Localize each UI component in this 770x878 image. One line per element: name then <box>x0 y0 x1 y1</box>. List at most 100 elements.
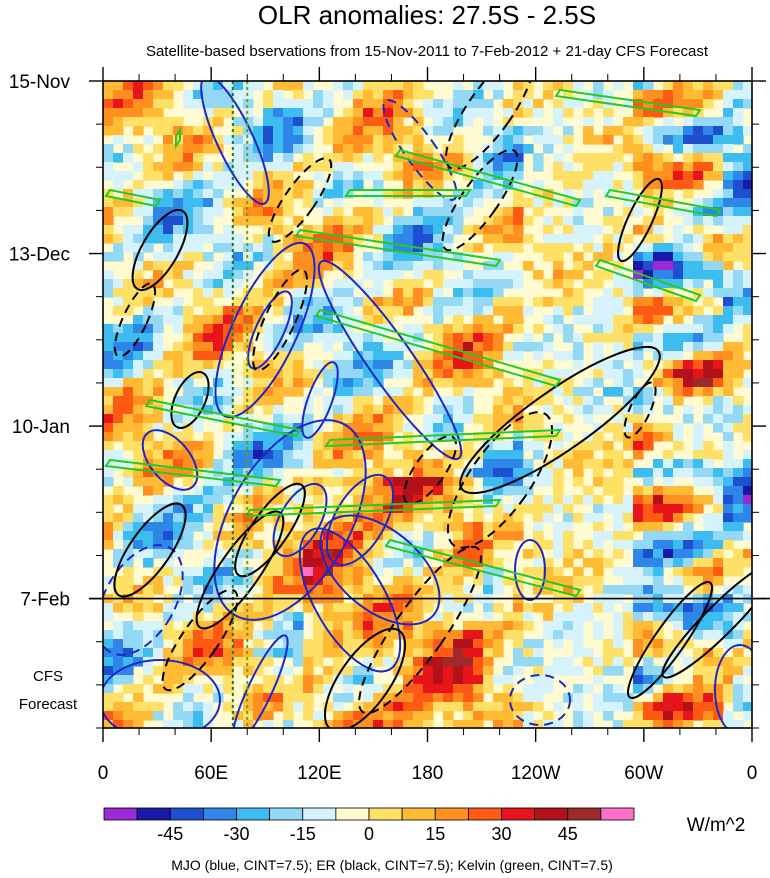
field-cell <box>653 666 664 676</box>
field-cell <box>713 216 724 226</box>
field-cell <box>693 117 704 127</box>
field-cell <box>203 657 214 667</box>
field-cell <box>193 225 204 235</box>
field-cell <box>463 342 474 352</box>
field-cell <box>163 207 174 217</box>
field-cell <box>193 324 204 334</box>
field-cell <box>173 396 184 406</box>
field-cell <box>243 153 254 163</box>
field-cell <box>383 558 394 568</box>
field-cell <box>543 315 554 325</box>
field-cell <box>493 621 504 631</box>
field-cell <box>553 324 564 334</box>
field-cell <box>133 378 144 388</box>
field-cell <box>723 225 734 235</box>
field-cell <box>663 684 674 694</box>
field-cell <box>713 333 724 343</box>
field-cell <box>373 333 384 343</box>
field-cell <box>303 414 314 424</box>
field-cell <box>323 99 334 109</box>
colorbar-swatch <box>202 807 237 821</box>
field-cell <box>453 666 464 676</box>
field-cell <box>593 495 604 505</box>
field-cell <box>583 117 594 127</box>
field-cell <box>463 639 474 649</box>
field-cell <box>633 315 644 325</box>
field-cell <box>563 522 574 532</box>
field-cell <box>403 522 414 532</box>
field-cell <box>273 135 284 145</box>
field-cell <box>193 585 204 595</box>
field-cell <box>293 252 304 262</box>
field-cell <box>153 450 164 460</box>
field-cell <box>663 639 674 649</box>
field-cell <box>733 414 744 424</box>
field-cell <box>443 432 454 442</box>
field-cell <box>213 567 224 577</box>
field-cell <box>683 333 694 343</box>
field-cell <box>713 126 724 136</box>
field-cell <box>163 117 174 127</box>
er-contour <box>441 148 519 252</box>
field-cell <box>613 432 624 442</box>
field-cell <box>473 621 484 631</box>
field-cell <box>713 621 724 631</box>
field-cell <box>643 261 654 271</box>
field-cell <box>673 612 684 622</box>
field-cell <box>323 333 334 343</box>
field-cell <box>173 513 184 523</box>
field-cell <box>503 126 514 136</box>
field-cell <box>303 225 314 235</box>
field-cell <box>653 288 664 298</box>
field-cell <box>143 189 154 199</box>
field-cell <box>703 387 714 397</box>
field-cell <box>513 531 524 541</box>
field-cell <box>643 585 654 595</box>
field-cell <box>723 657 734 667</box>
field-cell <box>703 585 714 595</box>
field-cell <box>713 396 724 406</box>
field-cell <box>223 315 234 325</box>
field-cell <box>313 360 324 370</box>
field-cell <box>603 270 614 280</box>
field-cell <box>123 720 134 728</box>
field-cell <box>573 711 584 721</box>
field-cell <box>673 180 684 190</box>
field-cell <box>393 702 404 712</box>
field-cell <box>743 486 752 496</box>
field-cell <box>103 360 114 370</box>
field-cell <box>483 360 494 370</box>
field-cell <box>743 270 752 280</box>
field-cell <box>343 342 354 352</box>
field-cell <box>173 153 184 163</box>
field-cell <box>683 342 694 352</box>
kelvin-contour <box>175 126 181 150</box>
field-cell <box>553 423 564 433</box>
field-cell <box>353 648 364 658</box>
field-cell <box>573 450 584 460</box>
field-cell <box>293 108 304 118</box>
field-cell <box>743 81 752 91</box>
field-cell <box>333 702 344 712</box>
field-cell <box>633 297 644 307</box>
field-cell <box>123 576 134 586</box>
field-cell <box>733 234 744 244</box>
field-cell <box>173 270 184 280</box>
field-cell <box>273 459 284 469</box>
er-contour <box>358 545 482 715</box>
field-cell <box>523 198 534 208</box>
field-cell <box>463 108 474 118</box>
er-contour <box>459 345 661 495</box>
field-cell <box>733 81 744 91</box>
field-cell <box>583 189 594 199</box>
field-cell <box>303 396 314 406</box>
field-cell <box>493 324 504 334</box>
field-cell <box>623 495 634 505</box>
field-cell <box>423 288 434 298</box>
field-cell <box>423 540 434 550</box>
field-cell <box>653 612 664 622</box>
field-cell <box>643 486 654 496</box>
field-cell <box>493 423 504 433</box>
field-cell <box>473 99 484 109</box>
field-cell <box>723 126 734 136</box>
